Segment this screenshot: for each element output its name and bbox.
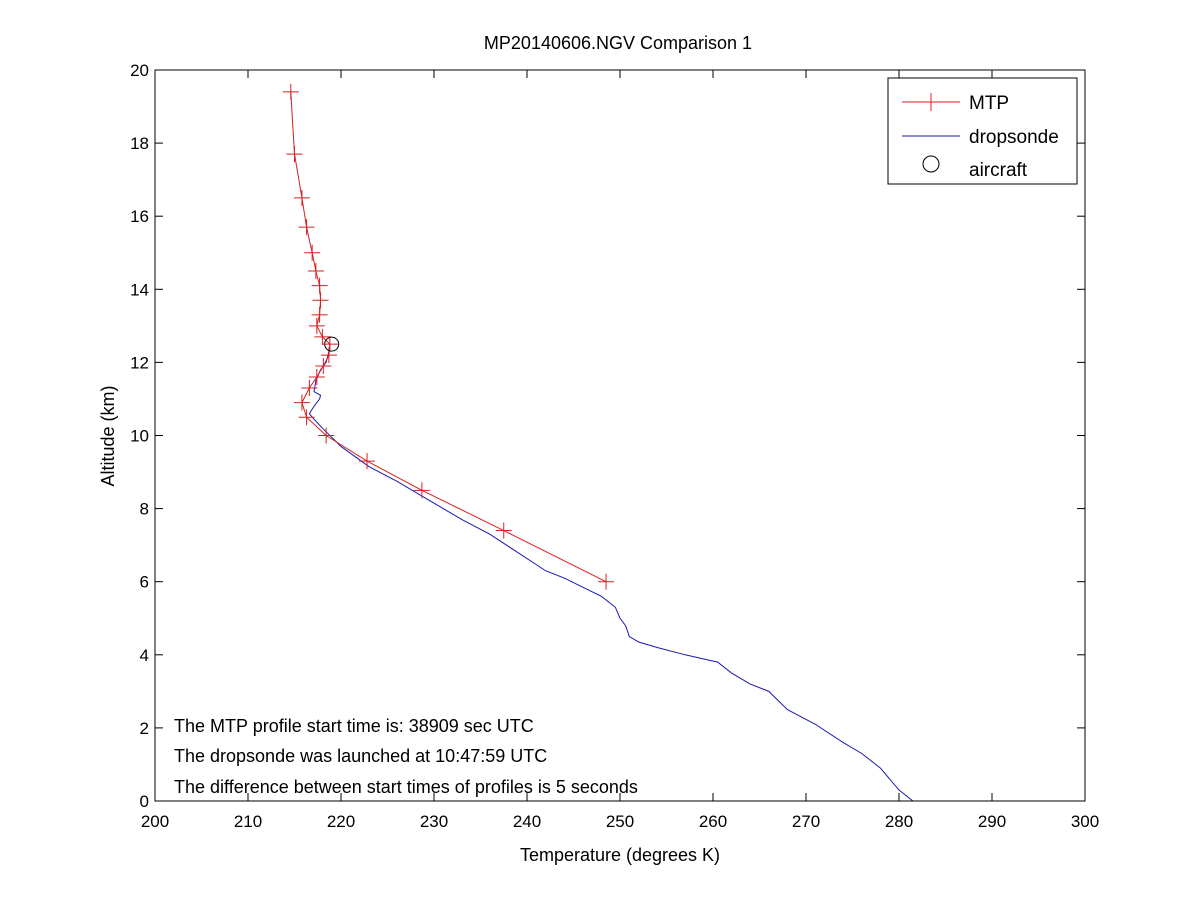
- mtp-point: [312, 292, 329, 309]
- y-tick-label: 14: [130, 280, 149, 299]
- mtp-point: [307, 263, 324, 280]
- mtp-point: [293, 189, 310, 206]
- legend-aircraft-marker: [922, 155, 940, 173]
- mtp-point: [298, 409, 315, 426]
- x-tick-label: 210: [234, 812, 262, 831]
- axes-box: [154, 69, 1086, 802]
- annotation-start-time: The MTP profile start time is: 38909 sec…: [174, 716, 534, 736]
- y-tick-label: 2: [140, 719, 149, 738]
- mtp-point: [308, 317, 325, 334]
- x-tick-label: 290: [978, 812, 1006, 831]
- annotation-launch-time: The dropsonde was launched at 10:47:59 U…: [174, 746, 547, 766]
- y-tick-label: 10: [130, 427, 149, 446]
- y-tick-label: 4: [140, 646, 149, 665]
- x-tick-label: 250: [606, 812, 634, 831]
- x-tick-label: 280: [885, 812, 913, 831]
- y-tick-label: 16: [130, 207, 149, 226]
- x-tick-label: 220: [327, 812, 355, 831]
- annotation-difference: The difference between start times of pr…: [174, 777, 638, 797]
- mtp-point: [286, 146, 303, 163]
- mtp-point: [311, 277, 328, 294]
- y-tick-label: 20: [130, 61, 149, 80]
- dropsonde-line: [308, 347, 914, 802]
- y-tick-labels: 0 2 4 6 8 10 12 14 16 18 20: [130, 61, 149, 811]
- mtp-point: [308, 369, 325, 386]
- x-tick-label: 240: [513, 812, 541, 831]
- chart-title: MP20140606.NGV Comparison 1: [484, 33, 752, 53]
- legend-mtp-marker: [922, 93, 940, 111]
- series-layer: [282, 83, 914, 802]
- legend-mtp-label: MTP: [969, 93, 1009, 114]
- mtp-point: [304, 244, 321, 261]
- mtp-point: [293, 394, 310, 411]
- mtp-point: [315, 358, 332, 375]
- aircraft-point: [324, 336, 340, 352]
- y-tick-label: 18: [130, 134, 149, 153]
- x-axis-label: Temperature (degrees K): [520, 845, 720, 865]
- plot-area: [155, 70, 1085, 801]
- legend-box: [887, 77, 1078, 185]
- x-tick-label: 300: [1071, 812, 1099, 831]
- x-tick-labels: 200 210 220 230 240 250 260 270 280 290 300: [141, 812, 1099, 831]
- legend: MTP dropsonde aircraft: [887, 77, 1078, 185]
- mtp-point: [318, 427, 335, 444]
- x-tick-label: 260: [699, 812, 727, 831]
- mtp-point: [495, 522, 512, 539]
- mtp-point: [282, 83, 299, 100]
- mtp-point: [359, 453, 376, 470]
- mtp-point: [320, 347, 337, 364]
- x-tick-label: 270: [792, 812, 820, 831]
- mtp-point: [311, 306, 328, 323]
- y-tick-label: 8: [140, 500, 149, 519]
- legend-aircraft-label: aircraft: [969, 160, 1028, 181]
- y-tick-label: 6: [140, 573, 149, 592]
- x-tick-label: 230: [420, 812, 448, 831]
- mtp-point: [314, 328, 331, 345]
- mtp-point: [298, 219, 315, 236]
- mtp-point: [301, 379, 318, 396]
- mtp-point: [413, 482, 430, 499]
- y-tick-label: 12: [130, 353, 149, 372]
- annotations: The MTP profile start time is: 38909 sec…: [174, 716, 638, 797]
- y-tick-label: 0: [140, 792, 149, 811]
- y-axis-label: Altitude (km): [98, 385, 118, 486]
- legend-dropsonde-label: dropsonde: [969, 127, 1059, 148]
- x-tick-label: 200: [141, 812, 169, 831]
- mtp-point: [598, 573, 615, 590]
